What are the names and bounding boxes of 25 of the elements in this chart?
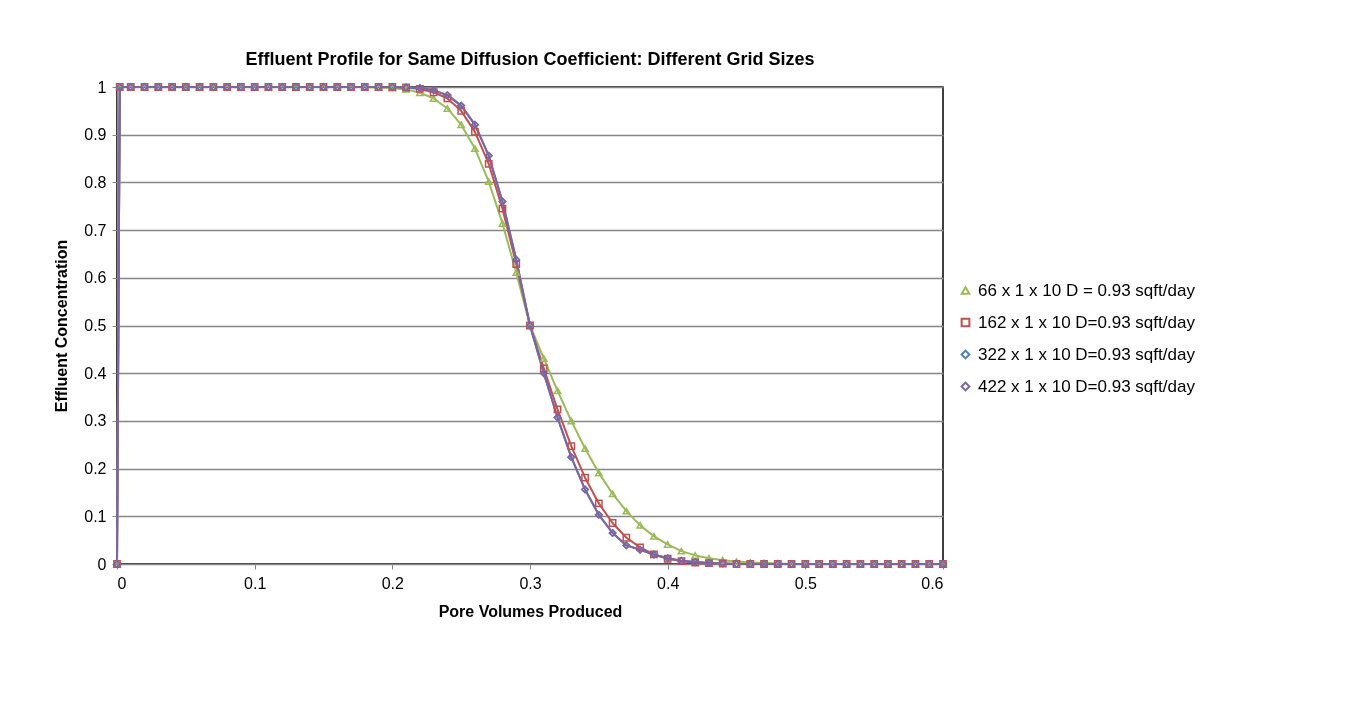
chart-title: Effluent Profile for Same Diffusion Coefficient: Different Grid Sizes [245,49,815,69]
y-tick-label: 0.5 [84,317,107,334]
y-tick-label: 0.1 [84,507,107,525]
x-tick-label: 0.2 [381,574,405,592]
y-tick-label: 0.7 [84,221,107,239]
y-tick-label: 0.4 [84,364,107,382]
x-tick-label: 0.5 [794,574,818,592]
x-tick-label: 0.1 [244,574,267,592]
y-tick-label: 0.6 [84,269,107,287]
x-tick-label: 0.6 [921,574,944,592]
legend-label: 422 x 1 x 10 D=0.93 sqft/day [978,376,1196,396]
y-tick-label: 0.8 [84,173,107,191]
legend-label: 162 x 1 x 10 D=0.93 sqft/day [978,312,1196,332]
x-tick-label: 0.3 [519,574,542,592]
x-tick-label: 0.4 [657,574,680,592]
y-tick-label: 0.2 [84,460,107,478]
x-tick-label: 0 [117,574,127,592]
legend-label: 66 x 1 x 10 D = 0.93 sqft/day [978,280,1196,300]
y-axis-title: Effluent Concentration [53,239,71,413]
y-tick-label: 0.3 [84,412,107,430]
y-tick-label: 0 [97,555,107,573]
y-tick-label: 1 [97,78,107,96]
y-tick-label: 0.9 [84,126,107,144]
x-axis-title: Pore Volumes Produced [438,602,623,620]
legend-label: 322 x 1 x 10 D=0.93 sqft/day [978,344,1196,364]
